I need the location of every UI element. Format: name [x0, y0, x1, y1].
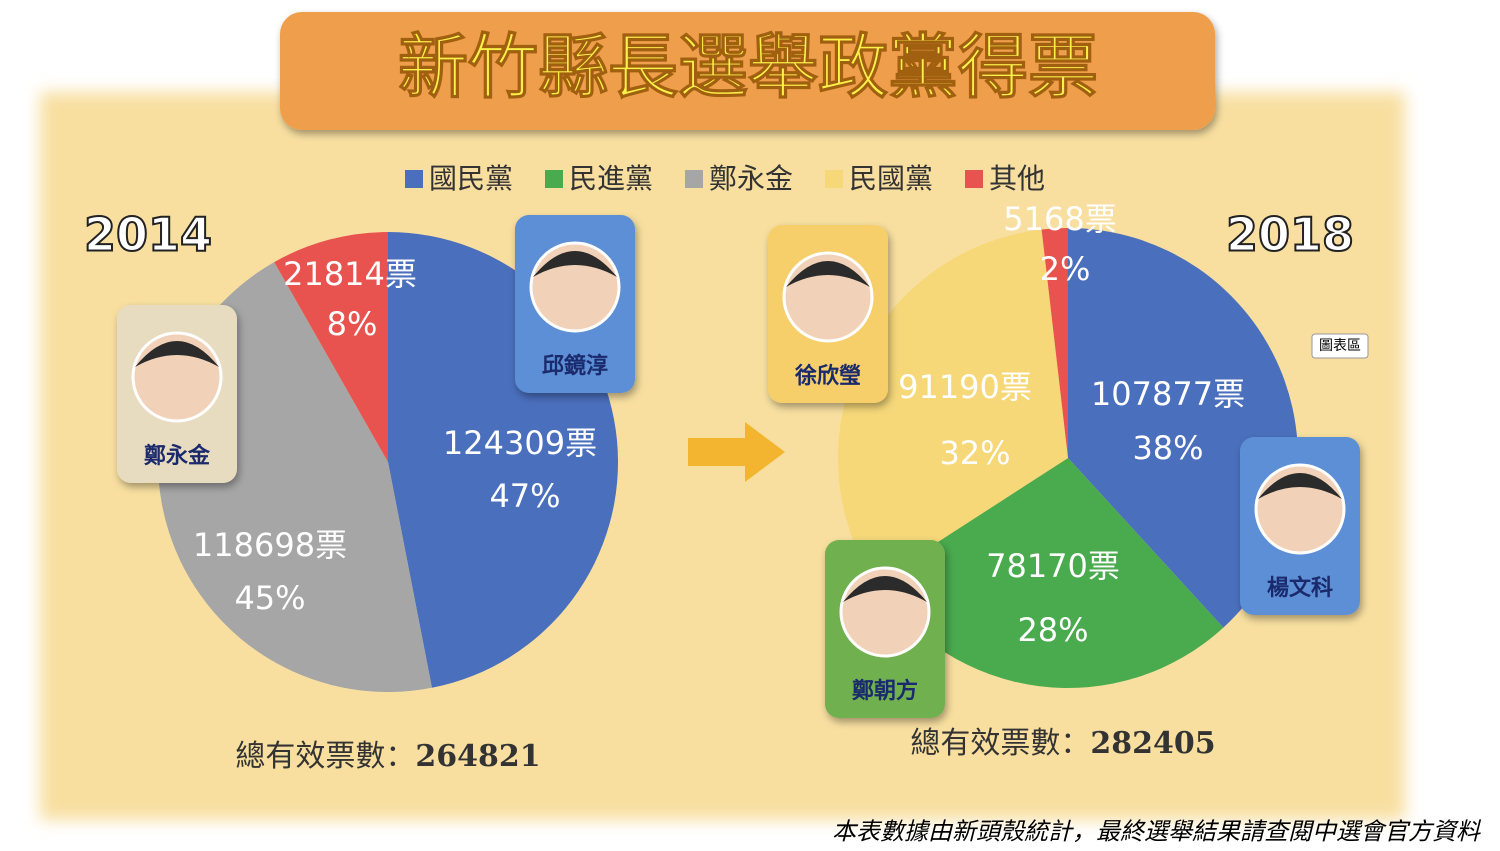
percent-label: 32% — [939, 434, 1010, 472]
footnote: 本表數據由新頭殼統計，最終選舉結果請查閱中選會官方資料 — [832, 818, 1482, 846]
value-label: 107877票 — [1091, 375, 1245, 413]
percent-label: 28% — [1017, 611, 1088, 649]
legend: 國民黨 民進黨 鄭永金 民國黨 其他 — [405, 162, 1045, 195]
value-label: 118698票 — [193, 526, 347, 564]
title: 新竹縣長選舉政黨得票 — [398, 26, 1098, 108]
candidate-hair — [533, 251, 617, 277]
percent-label: 47% — [489, 477, 560, 515]
total: 總有效票數：282405 — [910, 726, 1215, 761]
value-label: 124309票 — [443, 424, 597, 462]
total-label: 總有效票數： — [910, 726, 1090, 761]
percent-label: 38% — [1132, 429, 1203, 467]
legend-label: 國民黨 — [429, 162, 513, 195]
total-value: 282405 — [1090, 726, 1215, 761]
chart-year: 2018 — [1226, 208, 1354, 262]
candidate-hair — [843, 576, 927, 602]
candidate-name: 邱鏡淳 — [542, 353, 608, 379]
value-label: 91190票 — [898, 368, 1032, 406]
chart-area-label: 圖表區 — [1319, 338, 1361, 354]
candidate-name: 鄭朝方 — [852, 678, 918, 704]
value-label: 78170票 — [986, 547, 1120, 585]
candidate-hair — [786, 261, 870, 287]
value-label: 5168票 — [1003, 200, 1116, 238]
total-label: 總有效票數： — [235, 739, 415, 774]
legend-label: 民國黨 — [849, 162, 933, 195]
legend-swatch — [825, 170, 843, 188]
legend-swatch — [685, 170, 703, 188]
legend-swatch — [405, 170, 423, 188]
legend-label: 鄭永金 — [709, 162, 793, 195]
pie-slice — [274, 232, 388, 462]
pie-slice — [838, 229, 1068, 583]
arrow — [688, 422, 785, 482]
legend-swatch — [965, 170, 983, 188]
total: 總有效票數：264821 — [235, 739, 540, 774]
percent-label: 45% — [234, 579, 305, 617]
pie-slice — [874, 458, 1224, 689]
candidate-hair — [135, 341, 219, 367]
chart-area-tag — [1311, 333, 1369, 359]
chart-year: 2014 — [84, 208, 212, 262]
percent-label: 2% — [1040, 250, 1091, 288]
legend-label: 其他 — [989, 162, 1045, 195]
total-value: 264821 — [415, 739, 540, 774]
candidate-hair — [1258, 473, 1342, 499]
legend-swatch — [545, 170, 563, 188]
title-banner — [280, 12, 1215, 130]
pie-slice — [1041, 228, 1068, 458]
value-label: 21814票 — [283, 255, 417, 293]
legend-label: 民進黨 — [569, 162, 653, 195]
candidate-name: 徐欣瑩 — [794, 363, 861, 389]
candidate-name: 鄭永金 — [144, 443, 211, 469]
candidate-name: 楊文科 — [1267, 575, 1333, 601]
percent-label: 8% — [327, 305, 378, 343]
